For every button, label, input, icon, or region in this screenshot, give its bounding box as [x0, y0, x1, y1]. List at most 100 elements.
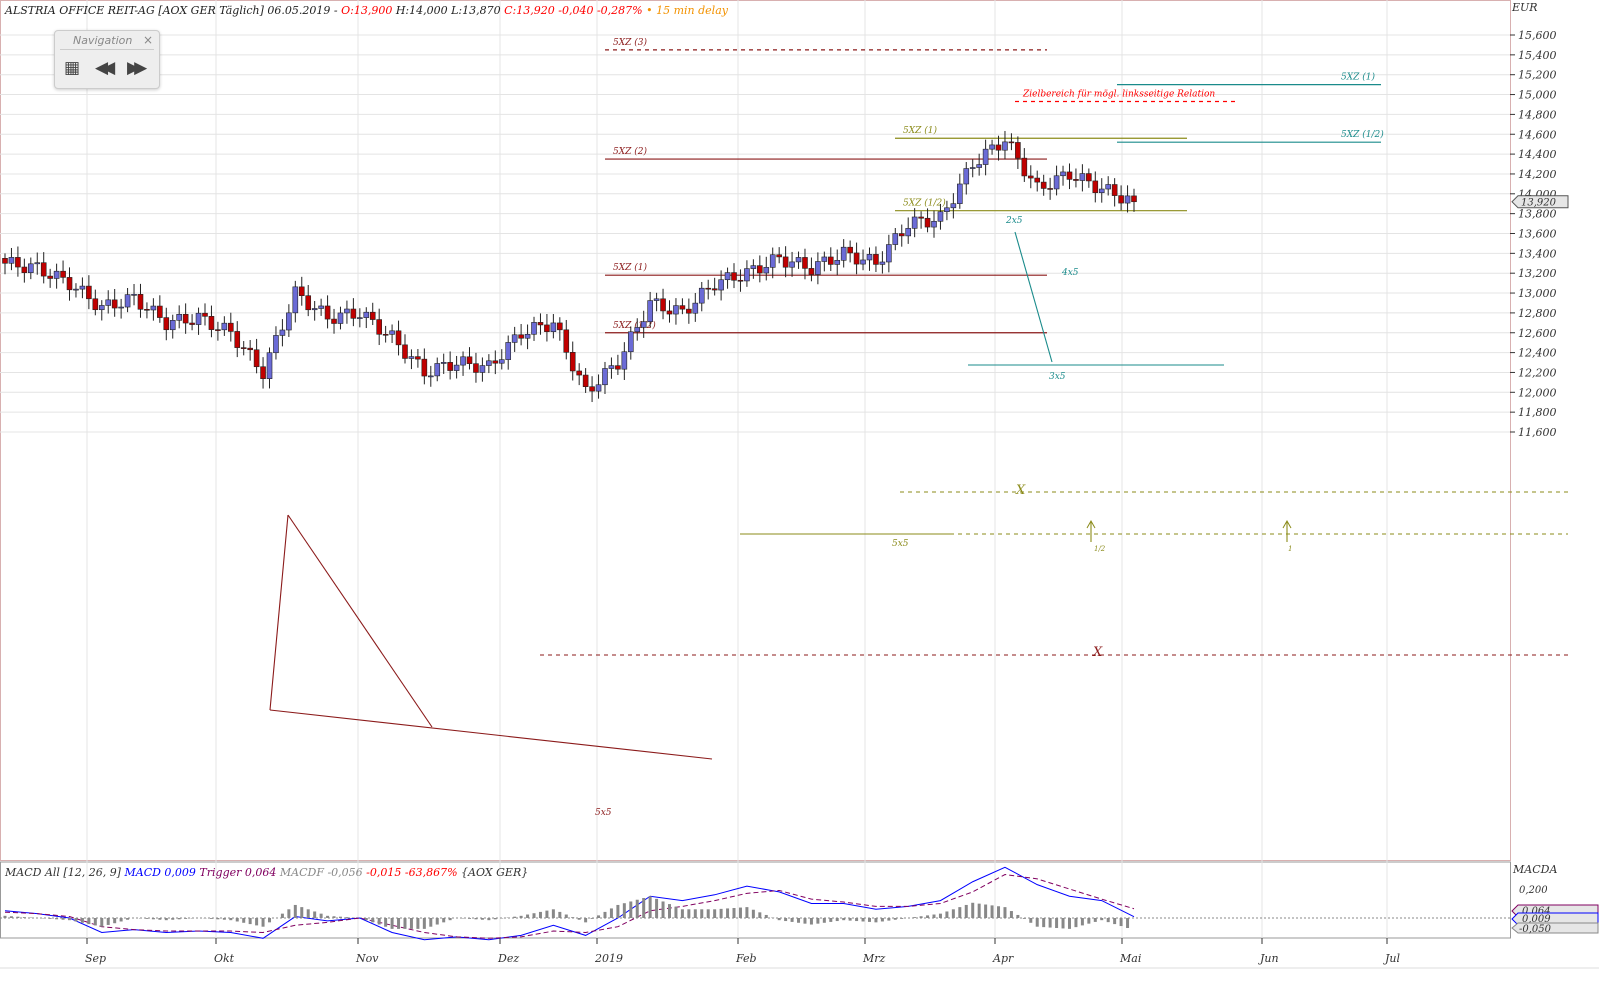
- candle-down: [615, 365, 621, 370]
- macdf-bar: [893, 918, 897, 920]
- macdf-bar: [1067, 918, 1071, 929]
- macdf-bar: [209, 918, 213, 919]
- macdf-bar: [1048, 918, 1052, 928]
- macdf-bar: [984, 904, 988, 918]
- y-tick-label: 14,200: [1518, 168, 1557, 181]
- candle-down: [66, 277, 73, 291]
- rewind-icon[interactable]: ◀◀: [95, 58, 115, 78]
- y-tick-label: 15,600: [1518, 29, 1557, 42]
- candle-up: [1002, 141, 1008, 151]
- macdf-bar: [545, 910, 549, 918]
- y-tick-label: 13,800: [1518, 208, 1557, 221]
- candle-down: [679, 305, 686, 310]
- macdf-bar: [700, 909, 704, 918]
- x-tick-label: Okt: [214, 952, 235, 965]
- candle-up: [389, 330, 395, 335]
- candle-down: [466, 356, 473, 364]
- candle-up: [79, 285, 86, 290]
- macdf-bar: [164, 918, 168, 921]
- macdf-bar: [171, 918, 175, 920]
- macdf-bar: [1087, 918, 1091, 924]
- macdf-bar: [674, 906, 678, 918]
- candle-down: [1047, 188, 1053, 190]
- macdf-bar: [732, 907, 736, 918]
- macdf-bar: [977, 903, 981, 918]
- macdf-bar: [1029, 918, 1033, 923]
- macdf-bar: [397, 918, 401, 929]
- open-value: O:13,900: [341, 4, 393, 17]
- macdf-bar: [635, 899, 639, 918]
- close-icon[interactable]: ×: [142, 33, 153, 47]
- x-tick-label: 2019: [594, 952, 623, 965]
- macdf-bar: [809, 918, 813, 925]
- macdf-bar: [803, 918, 807, 924]
- macdf-bar: [919, 916, 923, 918]
- candle-down: [202, 312, 208, 317]
- macd-line: [4, 866, 1135, 941]
- macdf-bar: [558, 911, 562, 918]
- level-label: 5XZ (2): [613, 146, 647, 157]
- fast-forward-icon[interactable]: ▶▶: [127, 58, 147, 78]
- candle-up: [911, 216, 918, 229]
- candle-down: [847, 246, 853, 254]
- candle-up: [789, 261, 795, 268]
- candle-up: [937, 211, 944, 222]
- macdf-bar: [758, 912, 762, 918]
- candle-up: [531, 322, 537, 335]
- macdf-bar: [429, 918, 433, 927]
- macdf-bar: [603, 911, 607, 918]
- candle-down: [569, 352, 576, 372]
- candle-up: [860, 259, 866, 265]
- macdf-bar: [1055, 918, 1059, 929]
- macdf-bar: [867, 918, 871, 922]
- macdf-bar: [345, 917, 349, 918]
- macdf-bar: [571, 917, 575, 918]
- level-label: 5XZ (1/2): [613, 320, 656, 331]
- macdf-bar: [532, 913, 536, 918]
- navigation-panel[interactable]: Navigation × ▦ ◀◀ ▶▶: [54, 30, 160, 89]
- candle-down: [782, 256, 789, 268]
- macdf-bar: [848, 918, 852, 921]
- macdf-bar: [1003, 907, 1007, 918]
- candle-up: [131, 294, 137, 296]
- candle-down: [1092, 180, 1099, 194]
- macdf-bar: [945, 911, 949, 918]
- y-tick-label: 13,600: [1518, 228, 1557, 241]
- macdf-bar: [416, 918, 420, 929]
- macdf-bar: [255, 918, 259, 926]
- macdf-bar: [1093, 918, 1097, 922]
- candle-down: [705, 287, 712, 290]
- marker-p2x5: 2x5: [1005, 216, 1023, 226]
- macdf-bar: [332, 916, 336, 918]
- candle-up: [124, 294, 131, 308]
- y-tick-label: 11,600: [1518, 426, 1557, 439]
- candle-down: [305, 295, 312, 311]
- macdf-bar: [790, 918, 794, 922]
- macdf-bar: [80, 918, 84, 923]
- macdf-bar: [661, 901, 665, 918]
- candle-down: [144, 308, 150, 311]
- macdf-bar: [9, 916, 13, 918]
- macdf-bar: [829, 918, 833, 922]
- macdf-bar: [1074, 918, 1078, 928]
- macdf-bar: [435, 918, 439, 925]
- macdf-bar: [1119, 918, 1123, 927]
- candle-down: [1086, 173, 1092, 182]
- marker-x_olive: X: [1015, 483, 1026, 498]
- macdf-bar: [648, 896, 652, 918]
- candle-down: [660, 298, 666, 312]
- macd-axis-title: MACDA: [1512, 863, 1557, 876]
- grid-icon[interactable]: ▦: [64, 58, 81, 78]
- candle-up: [627, 331, 634, 353]
- x-tick-label: Feb: [735, 952, 757, 965]
- macdf-bar: [287, 909, 291, 918]
- macdf-bar: [100, 918, 104, 927]
- candle-down: [1015, 142, 1021, 159]
- macdf-bar: [422, 918, 426, 929]
- macdf-bar: [1100, 918, 1104, 921]
- macdf-bar: [68, 918, 72, 921]
- macdf-bar: [680, 909, 684, 918]
- candle-down: [731, 272, 737, 281]
